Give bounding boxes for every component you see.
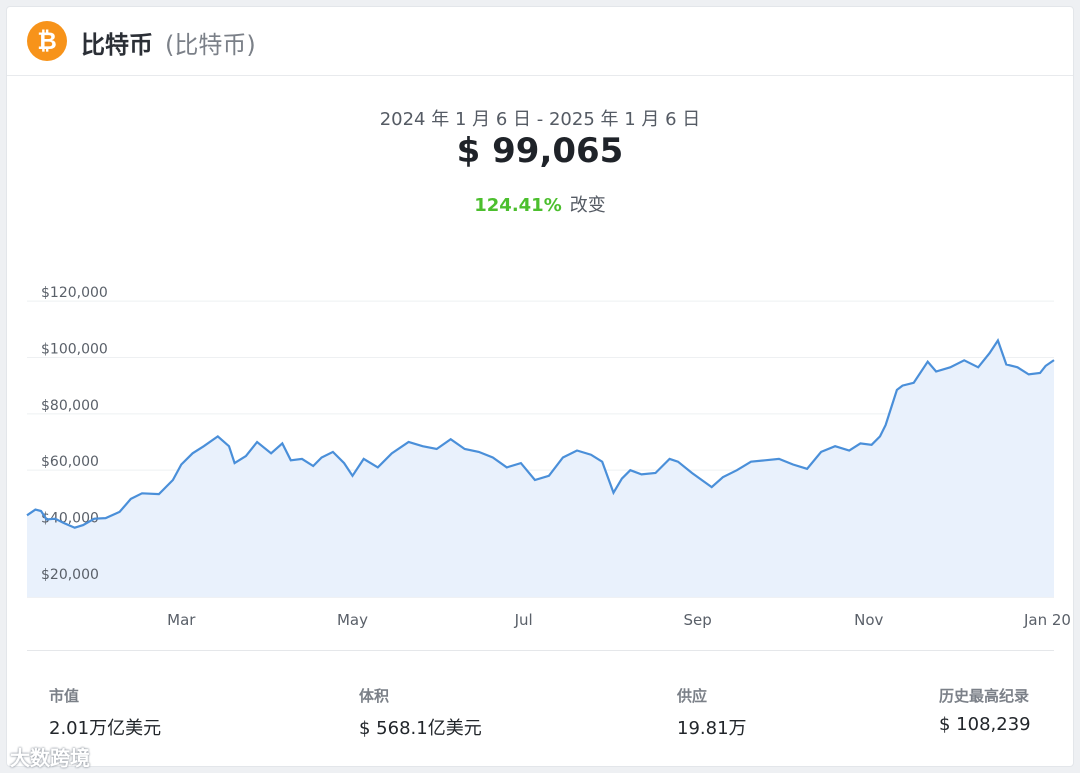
stat-label: 体积 (359, 687, 390, 705)
stat-label: 市值 (49, 687, 80, 705)
change-percent: 124.41% (474, 195, 562, 216)
x-tick-label: Jan 20 (1023, 611, 1071, 629)
change-label: 改变 (569, 195, 606, 216)
stat-all-time-high: 历史最高纪录 $ 108,239 (939, 685, 1031, 735)
y-tick-label: $100,000 (41, 341, 108, 357)
price-chart[interactable]: $20,000 $40,000 $60,000 $80,000 $100,000 $120… (7, 277, 1074, 647)
stat-supply: 供应 19.81万 (677, 685, 747, 740)
x-tick-label: Sep (683, 611, 711, 629)
price-area (27, 340, 1054, 597)
y-tick-label: $80,000 (41, 398, 99, 414)
x-tick-label: Jul (514, 611, 533, 629)
card-header: ₿ 比特币 (比特币) (7, 7, 1073, 76)
current-price: $ 99,065 (456, 131, 624, 171)
x-tick-label: May (337, 611, 368, 629)
price-change: 124.41% 改变 (7, 191, 1073, 217)
price-line (26, 338, 1055, 529)
stat-value: $ 568.1亿美元 (359, 718, 482, 739)
stat-volume: 体积 $ 568.1亿美元 (359, 685, 482, 740)
date-range: 2024 年 1 月 6 日 - 2025 年 1 月 6 日 (379, 109, 701, 130)
stat-market-cap: 市值 2.01万亿美元 (49, 685, 161, 740)
stat-value: $ 108,239 (939, 714, 1031, 735)
coin-card: ₿ 比特币 (比特币) 2024 年 1 月 6 日 - 2025 年 1 月 … (6, 6, 1074, 767)
coin-name: 比特币 (81, 31, 153, 59)
stat-value: 2.01万亿美元 (49, 718, 162, 739)
coin-name-paren: (比特币) (165, 31, 256, 59)
stats-row: 市值 2.01万亿美元 体积 $ 568.1亿美元 供应 19.81万 历史最高… (27, 650, 1054, 761)
y-tick-label: $20,000 (41, 567, 99, 583)
y-tick-label: $40,000 (41, 511, 99, 527)
x-tick-label: Mar (167, 611, 196, 629)
bitcoin-logo-icon: ₿ (27, 21, 67, 61)
stat-label: 历史最高纪录 (939, 687, 1030, 705)
watermark: 大数跨境 (10, 746, 90, 770)
y-tick-label: $120,000 (41, 285, 108, 301)
stat-value: 19.81万 (677, 718, 747, 739)
x-tick-label: Nov (854, 611, 883, 629)
y-tick-label: $60,000 (41, 454, 99, 470)
stat-label: 供应 (677, 687, 708, 705)
